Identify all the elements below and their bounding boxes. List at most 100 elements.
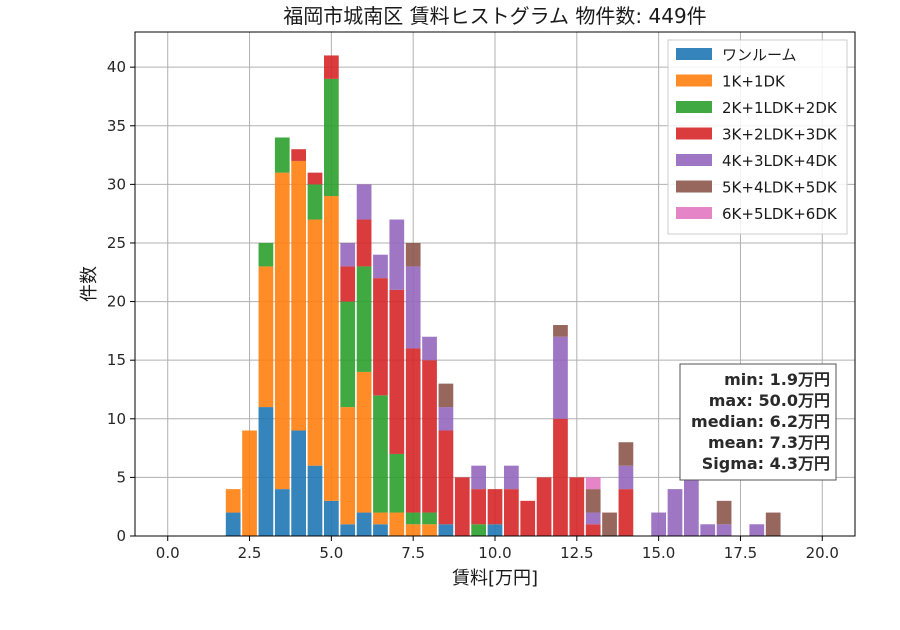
y-tick-label: 25	[107, 234, 126, 252]
bar-segment	[405, 348, 421, 513]
y-tick-label: 15	[107, 351, 126, 369]
bar-segment	[340, 407, 356, 525]
x-tick-label: 17.5	[724, 544, 757, 562]
x-tick-label: 10.0	[478, 544, 511, 562]
bar-segment	[585, 524, 601, 536]
bar-segment	[340, 242, 356, 267]
x-tick-label: 20.0	[806, 544, 839, 562]
bar-segment	[324, 78, 339, 197]
bar-segment	[258, 266, 274, 408]
bar-segment	[274, 172, 290, 490]
bar-segment	[716, 524, 732, 536]
bar-segment	[389, 289, 405, 454]
bar-segment	[553, 325, 568, 337]
y-tick-label: 20	[107, 293, 126, 311]
bar-segment	[667, 489, 683, 536]
bar-segment	[487, 524, 503, 536]
bar-segment	[405, 242, 421, 267]
stats-box: min: 1.9万円 max: 50.0万円 median: 6.2万円 mea…	[679, 363, 837, 481]
bar-segment	[307, 184, 323, 220]
bar-segment	[422, 524, 437, 536]
bar-segment	[700, 524, 716, 536]
legend-swatch	[676, 207, 712, 219]
legend-swatch	[676, 180, 712, 193]
bar-segment	[405, 512, 421, 525]
bar-segment	[553, 418, 568, 536]
bar-segment	[438, 407, 454, 431]
bar-segment	[225, 512, 241, 536]
bar-segment	[471, 524, 486, 536]
bar-segment	[504, 465, 519, 490]
bars	[225, 55, 781, 536]
bar-segment	[585, 489, 601, 513]
x-tick-label: 2.5	[238, 544, 262, 562]
bar-segment	[618, 442, 634, 466]
x-tick-label: 15.0	[642, 544, 675, 562]
bar-segment	[373, 278, 388, 396]
bar-segment	[356, 512, 372, 536]
bar-segment	[405, 524, 421, 536]
bar-segment	[389, 219, 405, 290]
bar-segment	[356, 266, 372, 372]
bar-segment	[274, 137, 290, 173]
y-tick-label: 35	[107, 117, 126, 135]
bar-segment	[324, 196, 339, 501]
x-axis-label: 賃料[万円]	[452, 568, 538, 589]
bar-segment	[356, 184, 372, 220]
bar-segment	[487, 489, 503, 525]
bar-segment	[585, 512, 601, 525]
bar-segment	[258, 407, 274, 536]
bar-segment	[373, 395, 388, 513]
bar-segment	[438, 383, 454, 408]
bar-segment	[373, 512, 388, 525]
bar-segment	[422, 360, 437, 513]
legend-swatch	[676, 154, 712, 166]
y-tick-label: 10	[107, 410, 126, 428]
x-tick-label: 0.0	[156, 544, 180, 562]
bar-segment	[422, 512, 437, 525]
bar-segment	[471, 489, 486, 525]
legend-swatch	[676, 127, 712, 140]
bar-segment	[258, 242, 274, 267]
bar-segment	[618, 465, 634, 490]
bar-segment	[340, 266, 356, 302]
bar-segment	[438, 524, 454, 536]
bar-segment	[291, 160, 306, 431]
legend-label: 1K+1DK	[722, 73, 786, 91]
bar-segment	[716, 500, 732, 525]
bar-segment	[651, 512, 666, 536]
bar-segment	[242, 430, 257, 536]
legend-label: ワンルーム	[722, 46, 797, 64]
bar-segment	[749, 524, 765, 536]
y-tick-label: 0	[116, 527, 126, 545]
x-tick-label: 5.0	[319, 544, 343, 562]
legend-swatch	[676, 74, 712, 87]
bar-segment	[225, 489, 241, 513]
bar-segment	[438, 430, 454, 525]
axis-ticks: 0.0 2.5 5.0 7.5 10.0 12.5 15.0 17.5 20.0 0 5 10 15 20…	[107, 58, 839, 562]
bar-segment	[389, 512, 405, 536]
bar-segment	[274, 489, 290, 536]
bar-segment	[536, 477, 552, 536]
bar-segment	[585, 477, 601, 490]
stat-sigma: Sigma: 4.3万円	[702, 454, 830, 473]
bar-segment	[618, 489, 634, 536]
bar-segment	[454, 477, 470, 536]
bar-segment	[569, 477, 585, 536]
legend-swatch	[676, 48, 712, 60]
bar-segment	[356, 371, 372, 513]
bar-segment	[765, 512, 781, 536]
bar-segment	[471, 465, 486, 490]
bar-segment	[324, 55, 339, 79]
bar-segment	[422, 336, 437, 361]
bar-segment	[340, 301, 356, 408]
y-axis-label: 件数	[79, 266, 100, 302]
bar-segment	[340, 524, 356, 536]
y-tick-label: 5	[116, 468, 126, 486]
bar-segment	[405, 266, 421, 349]
legend-label: 6K+5LDK+6DK	[722, 205, 838, 223]
stat-median: median: 6.2万円	[691, 412, 830, 431]
x-tick-label: 12.5	[560, 544, 593, 562]
chart-title: 福岡市城南区 賃料ヒストグラム 物件数: 449件	[283, 4, 706, 28]
